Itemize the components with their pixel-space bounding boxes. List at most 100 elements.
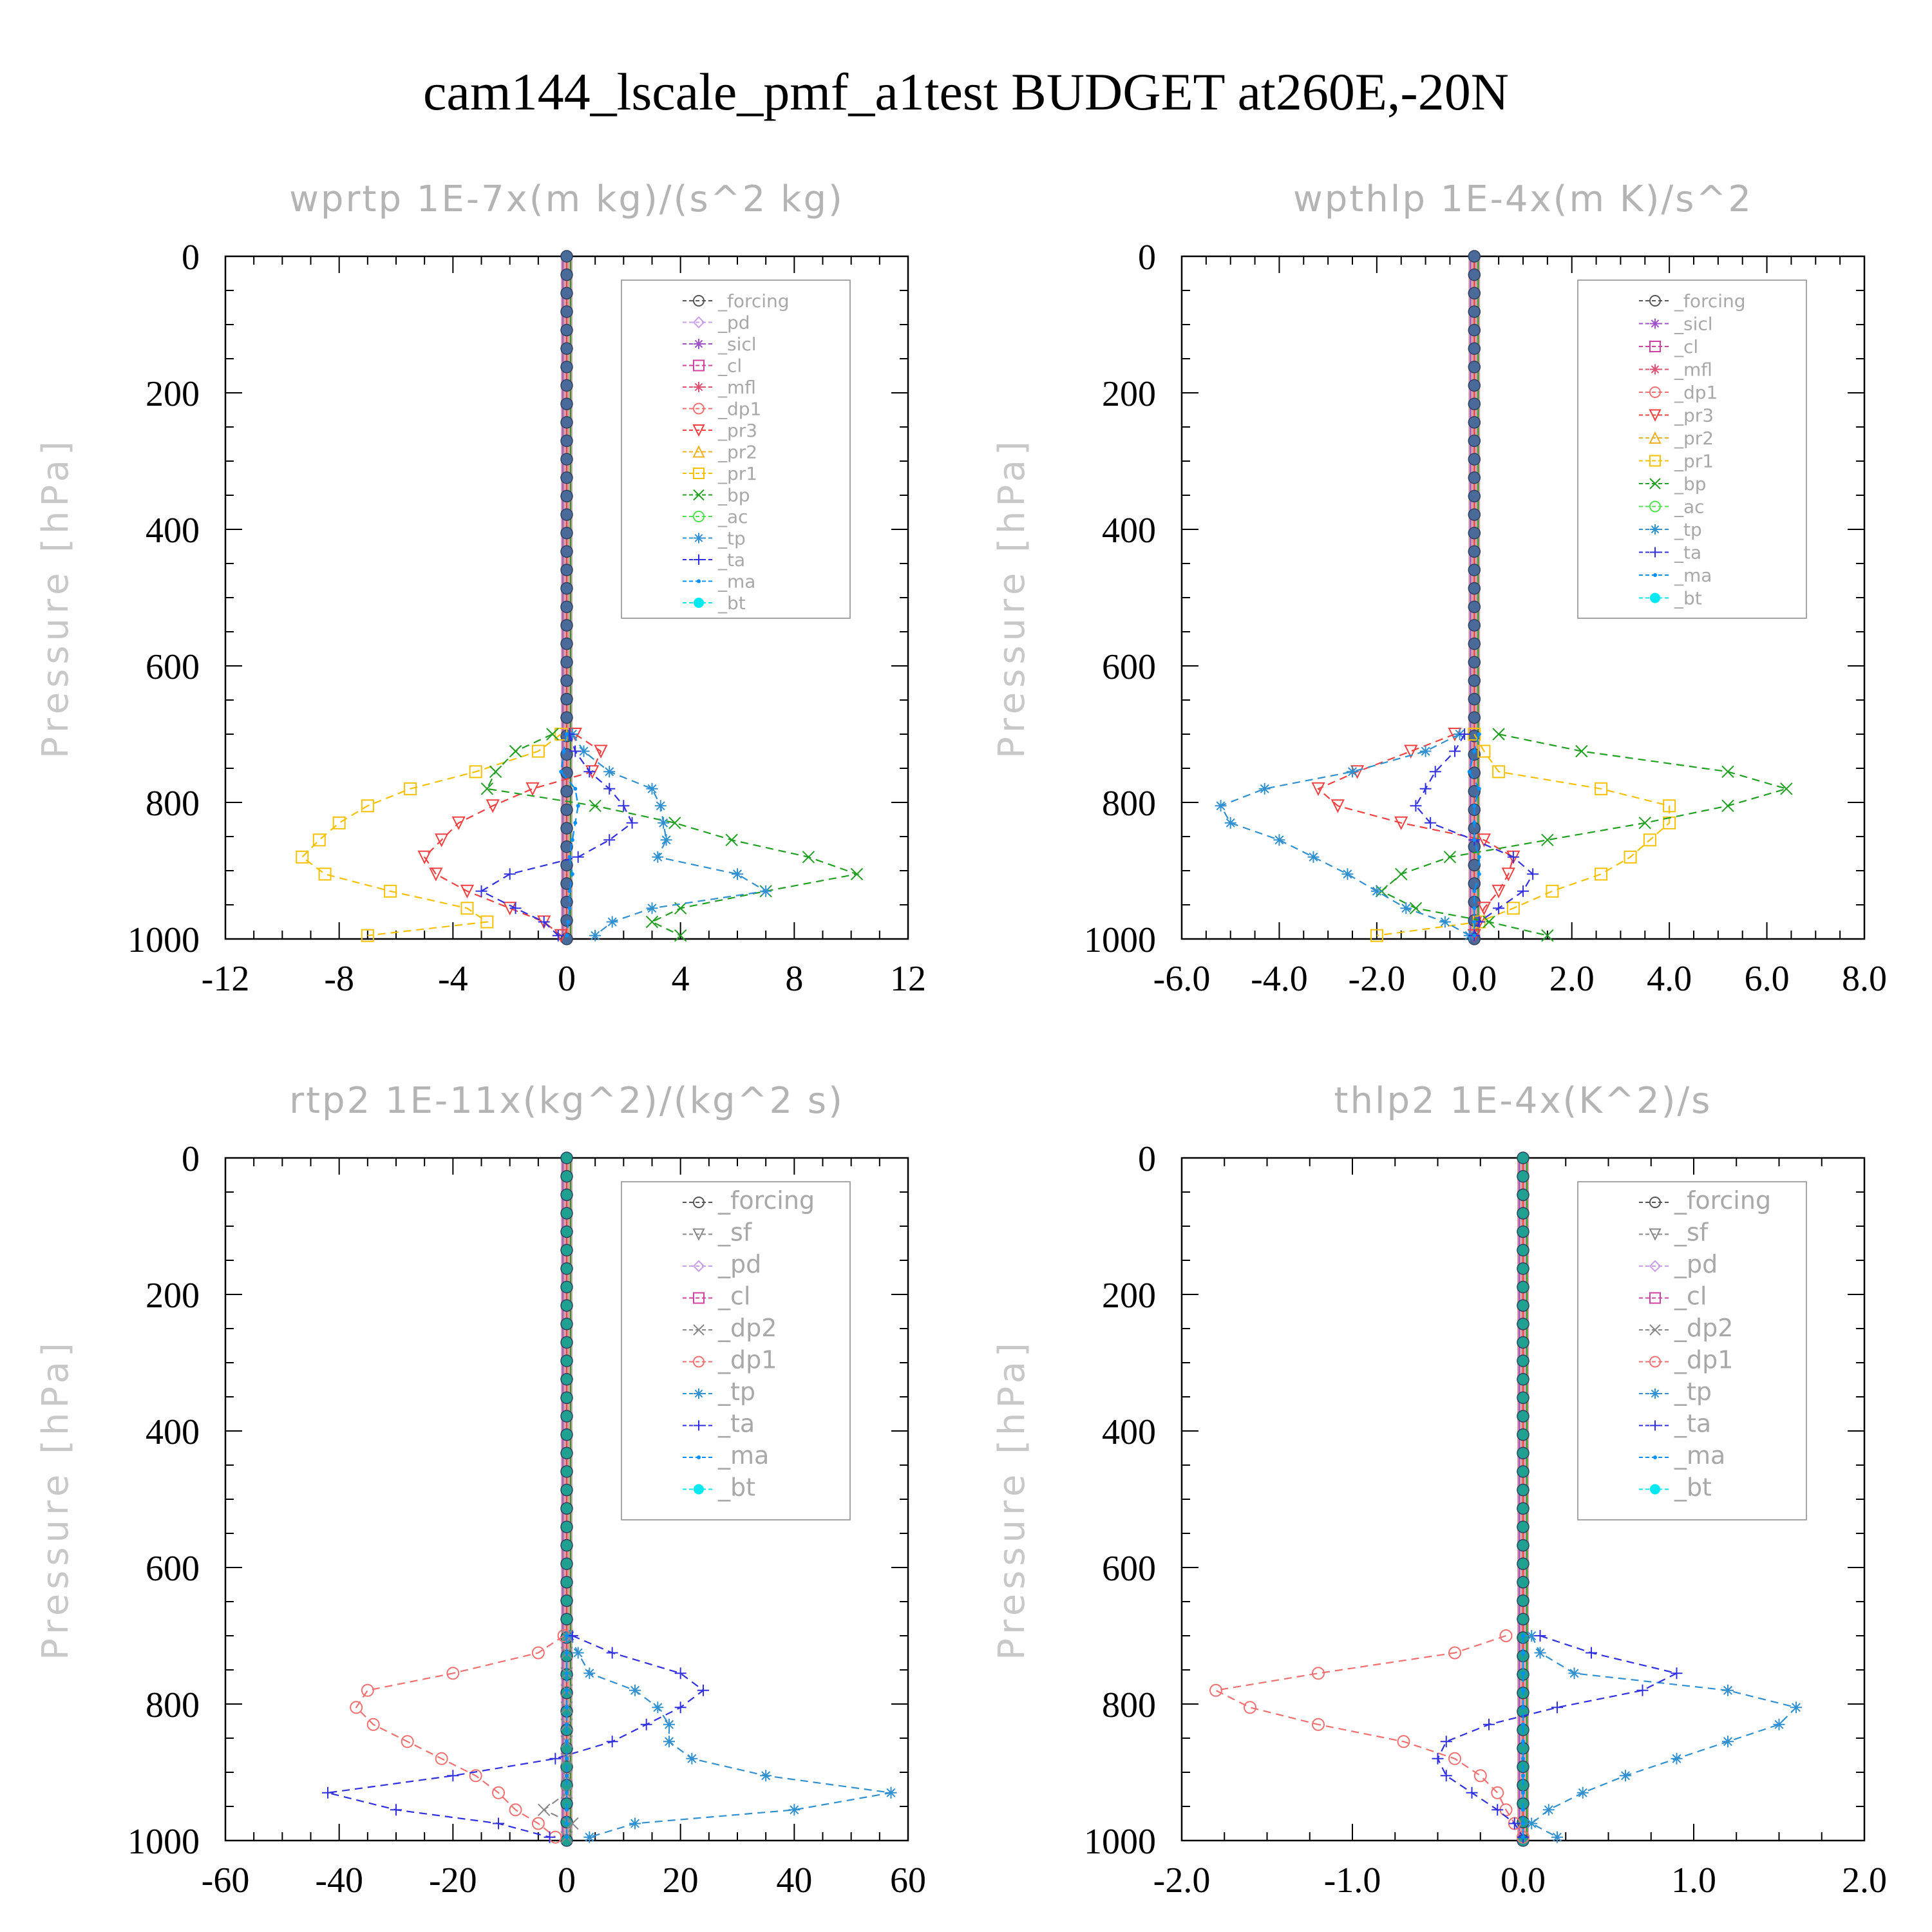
data-point_bp (802, 851, 815, 864)
data-point_pr1 (1546, 884, 1559, 898)
legend-item_forcing: _forcing (683, 290, 790, 312)
legend-marker (1649, 1228, 1662, 1241)
bt-marker (1517, 1391, 1530, 1405)
data-point_ma (1472, 838, 1477, 842)
data-point_bp (1541, 929, 1554, 942)
data-point_pr3 (486, 799, 500, 813)
data-point_tp (1419, 745, 1432, 757)
legend-label: _cl (717, 1282, 750, 1311)
data-point_ma (1472, 749, 1477, 753)
legend-item_cl: _cl (1639, 1282, 1707, 1311)
legend-marker (1650, 1420, 1660, 1431)
legend-label: _tp (717, 1378, 755, 1406)
data-point_ta (626, 817, 638, 829)
panels: wprtp 1E-7x(m kg)/(s^2 kg) Pressure [hPa]… (35, 178, 1887, 1900)
legend-marker (692, 424, 705, 437)
y-tick-label: 400 (146, 1412, 200, 1452)
y-tick-label: 200 (1102, 1276, 1156, 1316)
bt-marker (560, 803, 573, 817)
data-point_pr3 (526, 782, 540, 797)
panel-title: thlp2 1E-4x(K^2)/s (1334, 1080, 1712, 1122)
data-point_dp1 (401, 1735, 414, 1748)
legend-marker (693, 359, 705, 372)
data-point_tp (1722, 1684, 1734, 1696)
bt-marker (1517, 1207, 1530, 1220)
legend-item_cl: _cl (683, 355, 742, 377)
legend-marker (1649, 409, 1662, 422)
data-point_bp (725, 833, 738, 847)
x-tick-label: 4.0 (1647, 959, 1692, 999)
data-point_ma (1472, 906, 1477, 911)
legend-item_forcing: _forcing (683, 1186, 815, 1215)
data-point_tp (1439, 916, 1451, 928)
data-point_pr1 (361, 799, 374, 813)
panel-4: thlp2 1E-4x(K^2)/s Pressure [hPa] 0 200 400 6… (991, 1080, 1887, 1900)
bt-marker (560, 619, 573, 632)
bt-marker (1517, 1428, 1530, 1441)
bt-marker (1517, 1299, 1530, 1312)
data-point_ta (674, 1667, 687, 1680)
bt-marker (560, 582, 573, 595)
legend-label: _ma (717, 1441, 769, 1470)
y-tick-label: 200 (146, 1276, 200, 1316)
data-point_bp (1482, 915, 1495, 929)
data-point_ma (566, 920, 571, 924)
series_ma (1467, 732, 1481, 938)
legend-marker (692, 316, 705, 328)
data-point_ma (565, 1790, 569, 1795)
legend-label: _pr2 (1674, 428, 1714, 449)
x-tick-label: -6.0 (1153, 959, 1211, 999)
legend-label: _dp2 (717, 1314, 777, 1342)
x-tick-label: -4 (438, 959, 468, 999)
data-point_ma (565, 933, 569, 938)
data-point_ta (1586, 1647, 1597, 1659)
data-point_tp (646, 902, 658, 914)
data-point_pr3 (594, 744, 608, 759)
bt-marker (1468, 323, 1481, 337)
data-point_tp (1224, 817, 1236, 829)
bt-marker (560, 1539, 573, 1552)
data-point_ta (618, 800, 630, 812)
x-tick-label: 6.0 (1745, 959, 1790, 999)
data-point_pr1 (1492, 765, 1506, 779)
legend-label: _forcing (717, 290, 790, 312)
bt-marker (560, 453, 573, 466)
legend-label: _mfl (717, 377, 756, 398)
legend-item_bp: _bp (683, 485, 750, 506)
legend-label: _ma (1674, 565, 1712, 586)
data-point_bp (480, 782, 494, 795)
legend-label: _cl (717, 355, 742, 377)
series_pr1 (296, 728, 568, 942)
series_ma (559, 732, 580, 938)
legend-label: _dp1 (1674, 1346, 1733, 1374)
data-point_ta (674, 1701, 687, 1714)
legend-marker (694, 533, 704, 544)
data-point_tp (660, 834, 672, 846)
legend-label: _ma (1674, 1441, 1725, 1470)
legend-marker (1649, 500, 1661, 513)
data-point_ma (1477, 786, 1481, 791)
panel-1: wprtp 1E-7x(m kg)/(s^2 kg) Pressure [hPa]… (35, 178, 926, 999)
bt-marker (560, 1613, 573, 1625)
data-point_pr1 (404, 782, 417, 795)
legend-marker (693, 295, 705, 307)
bt-marker (560, 508, 573, 521)
bt-marker (560, 1483, 573, 1497)
legend-label: _pd (717, 1250, 761, 1278)
legend-label: _pr1 (1674, 451, 1714, 472)
data-point_ma (1472, 889, 1477, 893)
bt-marker (560, 1391, 573, 1405)
bt-marker (560, 1336, 573, 1349)
data-point_pr1 (296, 850, 309, 864)
x-tick-label: 8.0 (1842, 959, 1887, 999)
data-point_tp (1568, 1667, 1580, 1680)
legend-marker (694, 1420, 704, 1431)
data-point_dp1 (435, 1752, 448, 1765)
legend-label: _forcing (717, 1186, 815, 1215)
x-tick-label: -12 (202, 959, 250, 999)
legend-marker (1650, 1388, 1660, 1399)
data-point_tp (1773, 1718, 1785, 1730)
bt-marker (560, 895, 573, 909)
bt-marker (1468, 877, 1481, 890)
data-point_dp1 (1491, 1786, 1504, 1799)
